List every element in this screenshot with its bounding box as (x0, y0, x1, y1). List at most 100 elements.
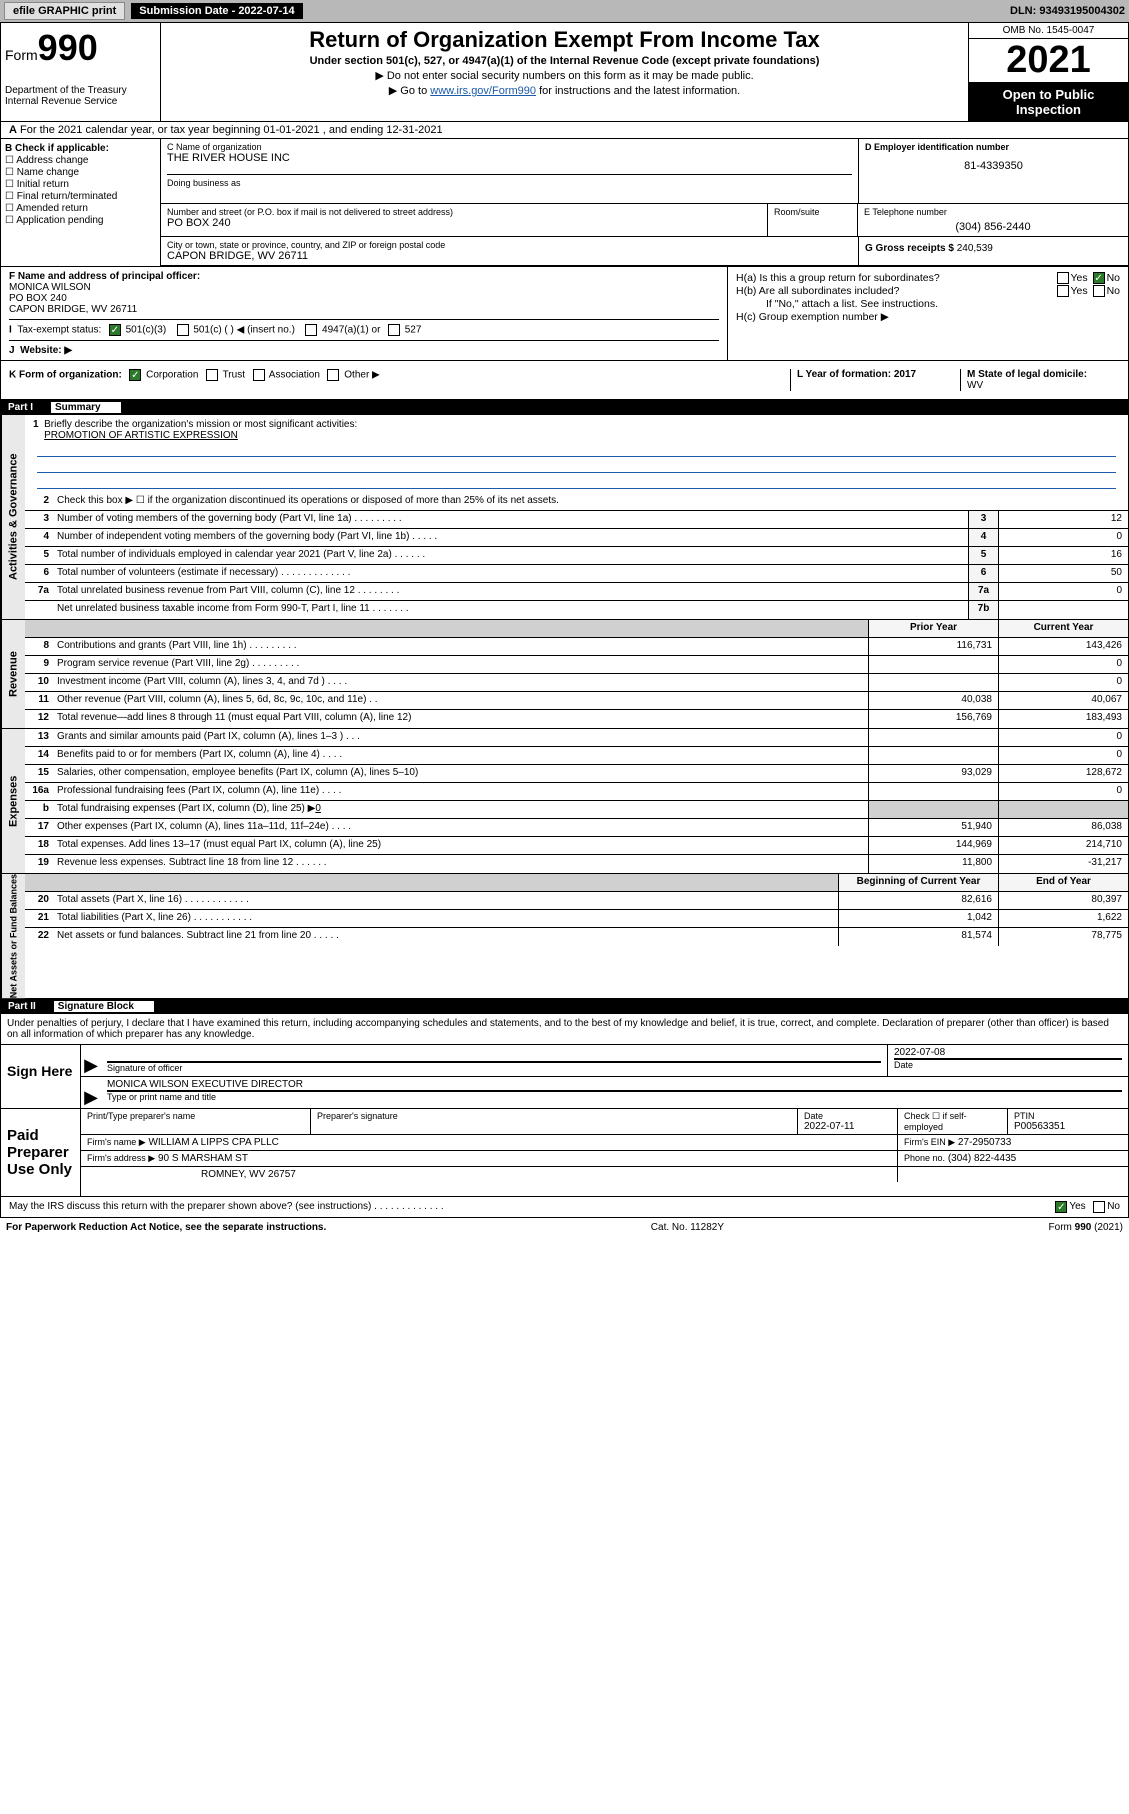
firm-name-label: Firm's name ▶ (87, 1137, 146, 1147)
c12: 183,493 (998, 710, 1128, 728)
year-formation: L Year of formation: 2017 (797, 369, 916, 380)
col-prior: Prior Year (868, 620, 998, 637)
paid-preparer-block: Paid Preparer Use Only Print/Type prepar… (0, 1109, 1129, 1197)
mission-a: PROMOTION OF ARTISTIC EXPRESSION (44, 430, 238, 441)
line3: Number of voting members of the governin… (53, 511, 968, 528)
p13 (868, 729, 998, 746)
cb-4947[interactable] (305, 324, 317, 336)
pname-label: Print/Type preparer's name (87, 1111, 304, 1121)
p21: 1,042 (838, 910, 998, 927)
col-begin: Beginning of Current Year (838, 874, 998, 891)
state-domicile-label: M State of legal domicile: (967, 369, 1087, 380)
c10: 0 (998, 674, 1128, 691)
tab-netassets: Net Assets or Fund Balances (1, 874, 25, 998)
ha-no[interactable] (1093, 272, 1105, 284)
cb-application-pending[interactable]: ☐ Application pending (5, 215, 156, 226)
tel-value: (304) 856-2440 (864, 221, 1122, 233)
firm-name: WILLIAM A LIPPS CPA PLLC (148, 1137, 278, 1148)
f-label: F Name and address of principal officer: (9, 271, 200, 282)
firm-addr2: ROMNEY, WV 26757 (81, 1167, 898, 1182)
firm-ein: 27-2950733 (958, 1137, 1011, 1148)
tax-year-range: For the 2021 calendar year, or tax year … (20, 124, 443, 136)
cb-final-return[interactable]: ☐ Final return/terminated (5, 191, 156, 202)
pdate: 2022-07-11 (804, 1121, 891, 1132)
addr-label: Number and street (or P.O. box if mail i… (167, 207, 761, 217)
line12: Total revenue—add lines 8 through 11 (mu… (53, 710, 868, 728)
cb-trust[interactable] (206, 369, 218, 381)
org-info-block: B Check if applicable: ☐ Address change … (0, 139, 1129, 267)
cb-527[interactable] (388, 324, 400, 336)
may-discuss: May the IRS discuss this return with the… (9, 1201, 1053, 1213)
firm-ph: (304) 822-4435 (948, 1153, 1016, 1164)
line16a: Professional fundraising fees (Part IX, … (53, 783, 868, 800)
irs-link[interactable]: www.irs.gov/Form990 (430, 85, 536, 97)
hb-yes[interactable] (1057, 285, 1069, 297)
line15: Salaries, other compensation, employee b… (53, 765, 868, 782)
sig-date: 2022-07-08 (894, 1047, 1122, 1058)
may-no[interactable] (1093, 1201, 1105, 1213)
p14 (868, 747, 998, 764)
ssn-note: ▶ Do not enter social security numbers o… (167, 69, 962, 82)
p9 (868, 656, 998, 673)
sig-date-label: Date (894, 1060, 1122, 1070)
goto-post: for instructions and the latest informat… (536, 85, 740, 97)
form-header: Form990 Department of the Treasury Inter… (0, 22, 1129, 122)
p19: 11,800 (868, 855, 998, 873)
ha-yes[interactable] (1057, 272, 1069, 284)
cb-501c3[interactable] (109, 324, 121, 336)
line8: Contributions and grants (Part VIII, lin… (53, 638, 868, 655)
section-a: A For the 2021 calendar year, or tax yea… (0, 122, 1129, 139)
line13: Grants and similar amounts paid (Part IX… (53, 729, 868, 746)
p8: 116,731 (868, 638, 998, 655)
tax-status-label: Tax-exempt status: (17, 325, 101, 336)
tel-label: E Telephone number (864, 207, 1122, 217)
val7b (998, 601, 1128, 619)
line16b-val: 0 (315, 803, 321, 814)
line21: Total liabilities (Part X, line 26) . . … (53, 910, 838, 927)
val5: 16 (998, 547, 1128, 564)
c8: 143,426 (998, 638, 1128, 655)
cb-other[interactable] (327, 369, 339, 381)
line7b: Net unrelated business taxable income fr… (53, 601, 968, 619)
firm-ph-label: Phone no. (904, 1153, 945, 1163)
line6: Total number of volunteers (estimate if … (53, 565, 968, 582)
line7a: Total unrelated business revenue from Pa… (53, 583, 968, 600)
city-value: CAPON BRIDGE, WV 26711 (167, 250, 852, 262)
tab-expenses: Expenses (1, 729, 25, 873)
form-number: 990 (38, 27, 98, 68)
form-word: Form (5, 47, 38, 63)
cb-address-change[interactable]: ☐ Address change (5, 155, 156, 166)
efile-button[interactable]: efile GRAPHIC print (4, 2, 125, 20)
c9: 0 (998, 656, 1128, 673)
cb-corporation[interactable] (129, 369, 141, 381)
form-org-row: K Form of organization: Corporation Trus… (0, 361, 1129, 400)
top-bar: efile GRAPHIC print Submission Date - 20… (0, 0, 1129, 22)
cb-name-change[interactable]: ☐ Name change (5, 167, 156, 178)
gross-receipts-value: 240,539 (957, 243, 993, 254)
check-self-label: Check ☐ if self-employed (904, 1111, 1001, 1132)
summary-revenue: Revenue Prior YearCurrent Year 8Contribu… (0, 620, 1129, 729)
p20: 82,616 (838, 892, 998, 909)
c20: 80,397 (998, 892, 1128, 909)
may-yes[interactable] (1055, 1201, 1067, 1213)
officer-typed: MONICA WILSON EXECUTIVE DIRECTOR (107, 1079, 1122, 1090)
part1-header: Part I Summary (0, 400, 1129, 415)
submission-date: Submission Date - 2022-07-14 (131, 3, 302, 19)
cb-501c[interactable] (177, 324, 189, 336)
cb-association[interactable] (253, 369, 265, 381)
dln: DLN: 93493195004302 (1010, 5, 1125, 17)
summary-governance: Activities & Governance 1 Briefly descri… (0, 415, 1129, 620)
cb-initial-return[interactable]: ☐ Initial return (5, 179, 156, 190)
tab-revenue: Revenue (1, 620, 25, 728)
gross-receipts-label: G Gross receipts $ (865, 243, 954, 254)
paid-preparer-label: Paid Preparer Use Only (1, 1109, 81, 1196)
hb-no[interactable] (1093, 285, 1105, 297)
org-name: THE RIVER HOUSE INC (167, 152, 852, 164)
cb-amended-return[interactable]: ☐ Amended return (5, 203, 156, 214)
officer-addr: PO BOX 240 (9, 293, 719, 304)
val7a: 0 (998, 583, 1128, 600)
val6: 50 (998, 565, 1128, 582)
k-label: K Form of organization: (9, 370, 122, 381)
line14: Benefits paid to or for members (Part IX… (53, 747, 868, 764)
line19: Revenue less expenses. Subtract line 18 … (53, 855, 868, 873)
